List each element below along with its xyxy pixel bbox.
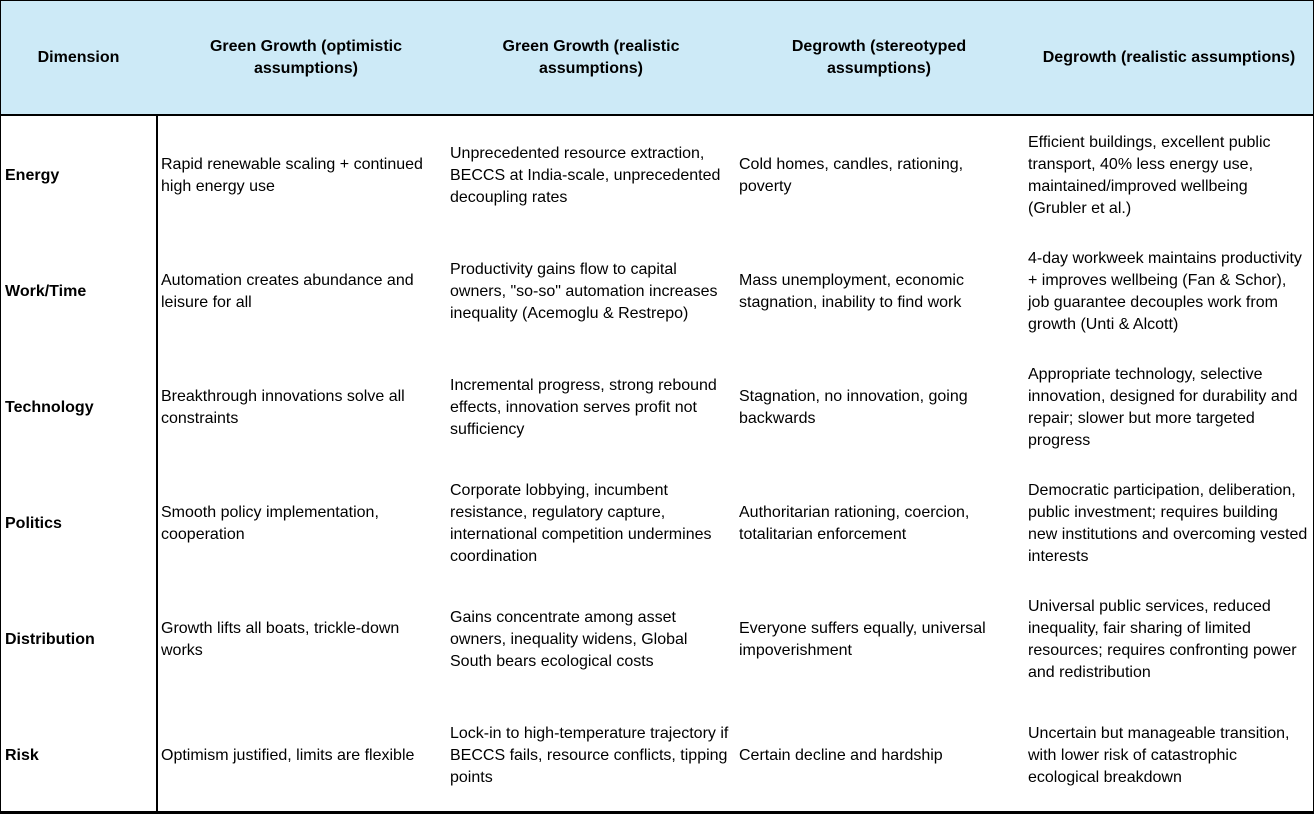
- cell-degrowth-stereotyped: Mass unemployment, economic stagnation, …: [739, 272, 964, 311]
- row-dimension: Politics: [5, 515, 62, 532]
- row-dimension: Energy: [5, 167, 60, 184]
- row-dimension: Work/Time: [5, 283, 87, 300]
- row-dimension: Distribution: [5, 631, 95, 648]
- cell-green-growth-realistic: Incremental progress, strong rebound eff…: [450, 377, 717, 438]
- dimension-column-divider: [156, 116, 158, 813]
- cell-green-growth-optimistic: Automation creates abundance and leisure…: [161, 272, 414, 311]
- header-green-growth-optimistic: Green Growth (optimistic assumptions): [209, 37, 402, 77]
- table-row-energy: Energy Rapid renewable scaling + continu…: [1, 118, 1313, 234]
- table-row-technology: Technology Breakthrough innovations solv…: [1, 350, 1313, 466]
- table-row-work-time: Work/Time Automation creates abundance a…: [1, 234, 1313, 350]
- cell-degrowth-stereotyped: Stagnation, no innovation, going backwar…: [739, 388, 968, 427]
- cell-degrowth-stereotyped: Cold homes, candles, rationing, poverty: [739, 156, 964, 195]
- cell-green-growth-realistic: Lock-in to high-temperature trajectory i…: [450, 725, 729, 786]
- cell-green-growth-optimistic: Growth lifts all boats, trickle-down wor…: [161, 620, 400, 659]
- cell-degrowth-realistic: Universal public services, reduced inequ…: [1028, 598, 1297, 681]
- cell-degrowth-realistic: Democratic participation, deliberation, …: [1028, 482, 1308, 565]
- table-row-risk: Risk Optimism justified, limits are flex…: [1, 698, 1313, 814]
- cell-green-growth-optimistic: Smooth policy implementation, cooperatio…: [161, 504, 379, 543]
- header-degrowth-stereotyped: Degrowth (stereotyped assumptions): [791, 37, 967, 77]
- cell-green-growth-optimistic: Optimism justified, limits are flexible: [161, 747, 415, 764]
- cell-degrowth-realistic: Appropriate technology, selective innova…: [1028, 366, 1298, 449]
- cell-green-growth-realistic: Corporate lobbying, incumbent resistance…: [450, 482, 712, 565]
- cell-degrowth-stereotyped: Everyone suffers equally, universal impo…: [739, 620, 986, 659]
- cell-degrowth-stereotyped: Authoritarian rationing, coercion, total…: [739, 504, 970, 543]
- table-row-distribution: Distribution Growth lifts all boats, tri…: [1, 582, 1313, 698]
- header-green-growth-realistic: Green Growth (realistic assumptions): [502, 37, 680, 77]
- cell-green-growth-realistic: Productivity gains flow to capital owner…: [450, 261, 718, 322]
- header-dimension: Dimension: [37, 48, 120, 66]
- cell-degrowth-realistic: Efficient buildings, excellent public tr…: [1028, 134, 1271, 217]
- header-degrowth-realistic: Degrowth (realistic assumptions): [1042, 48, 1296, 66]
- row-dimension: Risk: [5, 747, 39, 764]
- row-dimension: Technology: [5, 399, 94, 416]
- cell-green-growth-optimistic: Breakthrough innovations solve all const…: [161, 388, 405, 427]
- table-header: Dimension Green Growth (optimistic assum…: [1, 1, 1313, 116]
- cell-degrowth-realistic: 4-day workweek maintains productivity + …: [1028, 250, 1302, 333]
- table-row-politics: Politics Smooth policy implementation, c…: [1, 466, 1313, 582]
- cell-green-growth-realistic: Unprecedented resource extraction, BECCS…: [450, 145, 721, 206]
- cell-green-growth-optimistic: Rapid renewable scaling + continued high…: [161, 156, 423, 195]
- cell-green-growth-realistic: Gains concentrate among asset owners, in…: [450, 609, 688, 670]
- table-bottom-border: [1, 811, 1313, 813]
- cell-degrowth-stereotyped: Certain decline and hardship: [739, 747, 943, 764]
- cell-degrowth-realistic: Uncertain but manageable transition, wit…: [1028, 725, 1290, 786]
